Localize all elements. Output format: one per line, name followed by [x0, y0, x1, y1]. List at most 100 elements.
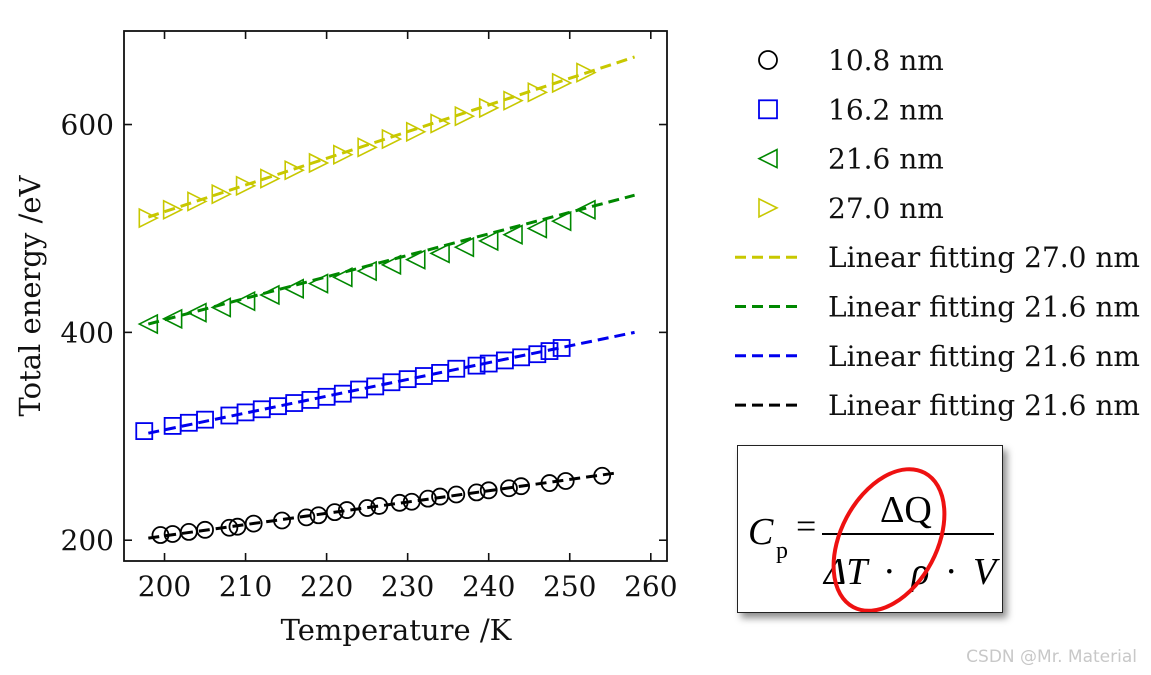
data-point-circle: [390, 493, 409, 512]
data-point-triangle-left: [234, 290, 256, 312]
legend-label: 27.0 nm: [828, 192, 944, 225]
data-point-circle: [244, 514, 263, 533]
red-highlight-ellipse: [831, 467, 947, 613]
legend-label: 21.6 nm: [828, 143, 944, 176]
data-point-triangle-right: [430, 113, 451, 134]
data-point-triangle-left: [575, 199, 596, 221]
formula-dot-1: ·: [883, 551, 896, 593]
data-point-circle: [500, 479, 518, 498]
data-point-circle: [370, 497, 389, 515]
data-point-circle: [447, 485, 466, 504]
legend-marker-square: [758, 99, 778, 120]
data-point-circle: [273, 511, 291, 530]
formula-denominator: ΔT · ρ · V: [822, 551, 1000, 593]
data-point-triangle-right: [527, 82, 549, 103]
watermark: CSDN @Mr. Material: [966, 647, 1137, 667]
data-point-triangle-left: [477, 230, 499, 252]
data-point-triangle-left: [210, 297, 232, 318]
data-point-square: [528, 345, 547, 364]
legend-label: Linear fitting 27.0 nm: [828, 241, 1140, 274]
data-point-triangle-left: [526, 218, 548, 239]
fit-line-1: [147, 55, 636, 219]
formula-lhs: C: [748, 511, 774, 553]
data-point-triangle-right: [138, 207, 160, 229]
data-point-triangle-right: [357, 137, 378, 158]
formula-numerator: ΔQ: [880, 489, 932, 531]
x-tick-label: 240: [462, 570, 515, 603]
data-point-square: [552, 339, 571, 357]
data-point-triangle-left: [380, 254, 402, 276]
axes-frame: [123, 30, 668, 562]
data-point-triangle-right: [260, 168, 281, 189]
y-tick-label: 600: [61, 109, 114, 142]
legend-label: 16.2 nm: [828, 93, 944, 126]
data-point-triangle-left: [356, 260, 377, 282]
data-point-triangle-right: [284, 159, 305, 181]
data-point-triangle-right: [162, 199, 184, 221]
data-point-circle: [220, 518, 239, 537]
formula-v: V: [973, 551, 1000, 593]
data-point-circle: [358, 499, 377, 517]
x-axis-label: Temperature /K: [281, 613, 513, 647]
formula-rho: ρ: [910, 551, 929, 593]
data-point-circle: [593, 466, 612, 485]
data-point-square: [179, 413, 198, 432]
data-point-triangle-right: [576, 62, 597, 83]
data-point-circle: [467, 483, 486, 502]
x-tick-label: 230: [381, 570, 434, 603]
data-point-triangle-left: [307, 273, 329, 294]
data-point-square: [540, 342, 559, 360]
heat-capacity-formula: C p = ΔQ ΔT · ρ · V: [748, 467, 1000, 613]
data-point-triangle-right: [235, 175, 257, 197]
formula-box: C p = ΔQ ΔT · ρ · V: [737, 445, 1003, 613]
data-point-circle: [419, 489, 437, 508]
legend-label: 10.8 nm: [828, 44, 944, 77]
data-point-circle: [196, 520, 214, 539]
data-point-triangle-right: [211, 183, 233, 205]
data-point-circle: [556, 472, 575, 490]
data-point-circle: [337, 501, 356, 519]
data-point-square: [163, 417, 182, 435]
x-tick-label: 200: [138, 570, 191, 603]
data-point-triangle-right: [308, 152, 330, 174]
data-point-triangle-right: [551, 72, 573, 94]
y-tick-label: 200: [61, 524, 114, 557]
legend-marker-triangle-left: [757, 148, 778, 169]
data-point-triangle-left: [404, 249, 426, 270]
y-tick-label: 400: [61, 316, 114, 349]
x-tick-label: 250: [543, 570, 596, 603]
legend-marker-triangle-right: [758, 197, 779, 219]
data-point-circle: [325, 503, 344, 522]
data-point-triangle-left: [283, 278, 304, 300]
legend: 10.8 nm 16.2 nm 21.6 nm 27.0 nm Linear fitti…: [735, 44, 1140, 422]
x-tick-label: 210: [219, 570, 272, 603]
data-point-triangle-left: [429, 243, 450, 264]
legend-marker-circle: [758, 50, 778, 70]
data-point-triangle-right: [454, 105, 476, 127]
data-point-square: [467, 356, 486, 375]
data-point-triangle-left: [259, 284, 280, 306]
data-point-circle: [512, 477, 531, 496]
y-axis-label: Total energy /eV: [13, 175, 47, 417]
data-point-circle: [151, 526, 170, 544]
x-tick-label: 220: [300, 570, 353, 603]
legend-label: Linear fitting 21.6 nm: [828, 291, 1140, 324]
data-point-triangle-left: [161, 308, 183, 330]
data-point-triangle-right: [503, 90, 524, 111]
data-point-triangle-right: [333, 144, 354, 165]
data-point-triangle-left: [186, 302, 207, 323]
data-point-triangle-left: [550, 210, 572, 232]
data-point-triangle-right: [478, 97, 500, 119]
legend-label: Linear fitting 21.6 nm: [828, 340, 1140, 373]
data-point-triangle-right: [187, 191, 208, 212]
plot-area: 200 210 220 230 240 250 260 200 400 600: [61, 30, 678, 603]
data-point-square: [447, 359, 466, 378]
data-point-square: [135, 422, 154, 440]
data-point-triangle-left: [502, 224, 523, 245]
data-point-triangle-right: [381, 128, 403, 150]
data-point-triangle-left: [453, 236, 475, 258]
formula-dot-2: ·: [945, 551, 958, 593]
data-point-triangle-left: [332, 266, 353, 288]
fit-line-4: [148, 471, 619, 540]
